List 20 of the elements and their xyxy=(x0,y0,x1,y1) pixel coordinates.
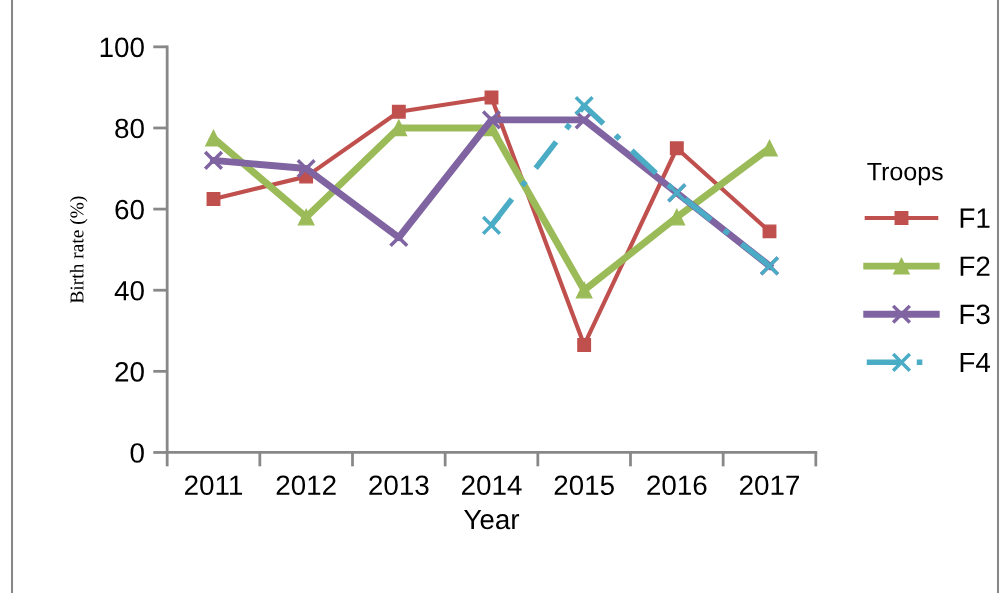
x-tick-label: 2015 xyxy=(554,475,614,496)
legend-label: F2 xyxy=(960,256,990,276)
y-axis-title: Birth rate (%) xyxy=(69,196,88,304)
x-tick-label: 2013 xyxy=(369,475,429,496)
x-tick-label: 2017 xyxy=(739,475,799,496)
legend-label: F1 xyxy=(960,208,990,228)
y-tick-label: 0 xyxy=(130,443,144,463)
y-tick-label: 40 xyxy=(114,280,144,301)
x-tick-label: 2012 xyxy=(276,475,336,496)
legend-title: Troops xyxy=(867,162,943,186)
x-tick-label: 2011 xyxy=(185,475,243,496)
x-axis-title: Year xyxy=(464,509,520,530)
legend-label: F4 xyxy=(960,352,991,373)
legend-label: F3 xyxy=(960,304,990,325)
x-tick-label: 2016 xyxy=(647,475,707,496)
y-tick-label: 100 xyxy=(100,37,144,58)
y-tick-label: 80 xyxy=(115,118,144,139)
y-tick-label: 60 xyxy=(115,199,144,220)
x-tick-label: 2014 xyxy=(461,475,522,496)
y-tick-label: 20 xyxy=(115,362,144,382)
